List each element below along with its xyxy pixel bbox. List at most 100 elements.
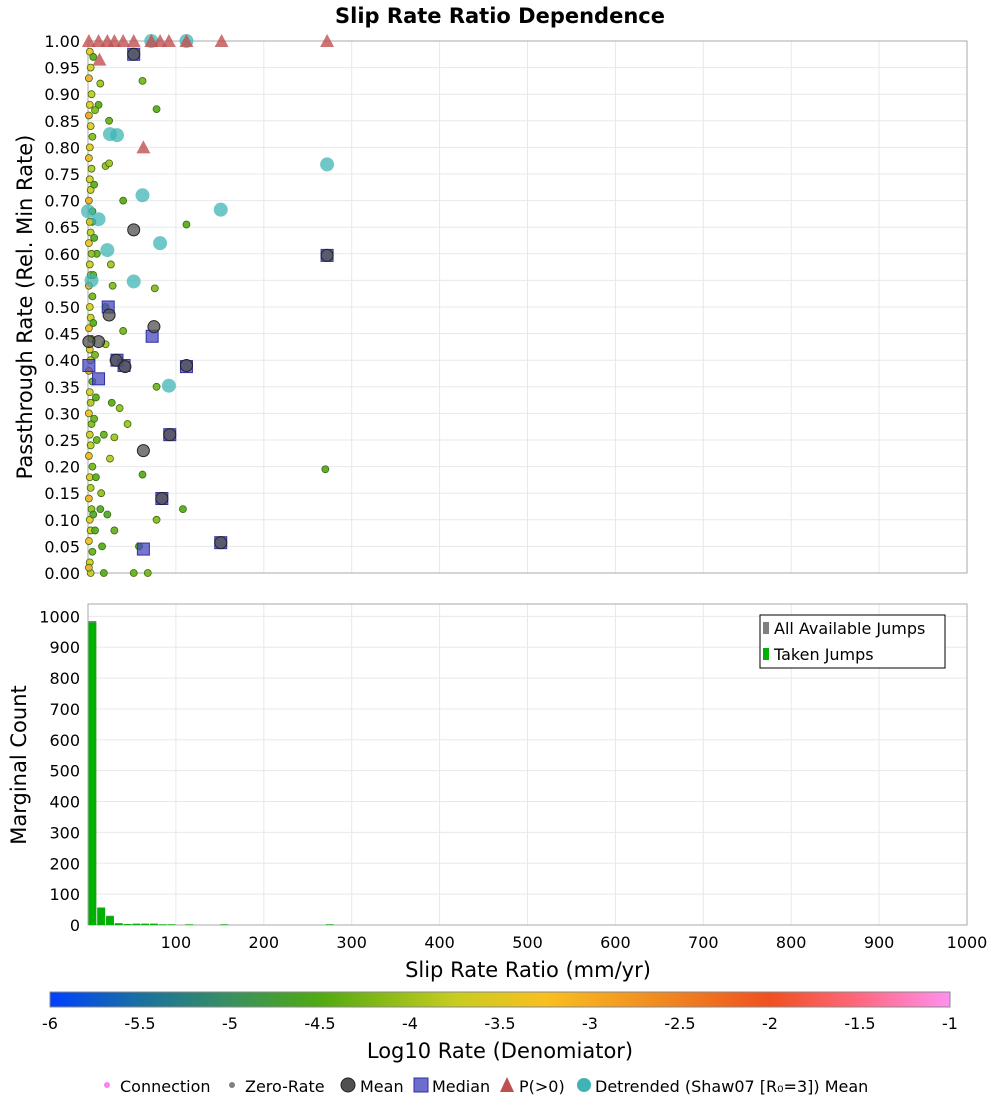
- y-tick-label: 0.35: [44, 378, 80, 397]
- series-legend: Connection Zero-Rate Mean Median P(>0) Detren…: [104, 1077, 868, 1096]
- legend-label: Detrended (Shaw07 [R₀=3]) Mean: [595, 1077, 868, 1096]
- legend-label-taken: Taken Jumps: [773, 645, 874, 664]
- legend-label: Mean: [360, 1077, 404, 1096]
- p-gt-0-marker: [107, 34, 122, 47]
- mean-marker: [147, 320, 161, 334]
- p-gt-0-marker: [161, 34, 176, 47]
- mean-marker: [136, 444, 150, 458]
- p-gt-0-marker: [320, 34, 335, 47]
- histogram-y-ticks: 0 100 200 300 400 500 600 700 800 900 1000: [39, 607, 80, 935]
- detrended-mean-marker: [84, 273, 99, 288]
- data-point: [90, 233, 99, 242]
- data-point: [89, 319, 98, 327]
- legend-label-all: All Available Jumps: [774, 619, 925, 638]
- data-point: [150, 284, 159, 293]
- data-point: [90, 414, 99, 423]
- bar-taken: [150, 923, 158, 925]
- y-tick-label: 0.80: [44, 138, 80, 157]
- colorbar-tick-label: -1: [942, 1014, 958, 1033]
- data-point: [85, 388, 94, 397]
- data-point: [152, 382, 161, 391]
- y-tick-label: 0.40: [44, 351, 80, 370]
- data-point: [88, 132, 97, 141]
- data-point: [88, 292, 97, 301]
- mean-marker: [214, 536, 228, 550]
- data-point: [105, 116, 113, 125]
- data-point: [85, 260, 94, 269]
- data-point: [87, 249, 96, 258]
- data-point: [97, 489, 106, 498]
- colorbar-label: Log10 Rate (Denomiator): [367, 1039, 633, 1063]
- y-tick-label: 0.45: [44, 325, 80, 344]
- scatter-grid: [88, 40, 967, 574]
- data-point: [92, 393, 100, 402]
- detrended-mean-marker: [81, 204, 95, 219]
- data-point: [105, 159, 113, 168]
- y-tick-label: 0.55: [44, 271, 80, 290]
- data-point: [86, 186, 95, 194]
- data-point: [119, 196, 128, 205]
- histogram-bars: [88, 620, 334, 925]
- y-tick-label: 200: [49, 854, 80, 873]
- colorbar: [49, 991, 951, 1008]
- colorbar-tick-label: -4: [402, 1014, 418, 1033]
- y-tick-label: 0.15: [44, 484, 80, 503]
- y-tick-label: 100: [49, 885, 80, 904]
- colorbar-tick-label: -2: [762, 1014, 778, 1033]
- colorbar-tick-label: -1.5: [844, 1014, 875, 1033]
- data-point: [99, 569, 108, 577]
- data-point: [85, 303, 94, 311]
- data-point: [119, 327, 128, 335]
- colorbar-tick-label: -5: [222, 1014, 238, 1033]
- scatter-y-ticks: 0.00 0.05 0.10 0.15 0.20 0.25 0.30 0.35 0.40 0.45…: [44, 32, 80, 583]
- data-point: [84, 196, 93, 205]
- mean-marker: [179, 359, 193, 373]
- colorbar-tick-label: -3.5: [484, 1014, 515, 1033]
- data-point: [85, 143, 94, 152]
- data-point: [87, 164, 96, 173]
- data-point: [129, 569, 138, 577]
- data-point: [85, 515, 94, 524]
- y-tick-label: 1000: [39, 607, 80, 626]
- median-marker: [82, 359, 96, 373]
- data-point: [88, 547, 97, 556]
- x-tick-label: 900: [864, 933, 895, 952]
- x-tick-label: 500: [512, 933, 543, 952]
- bar-taken: [106, 916, 114, 925]
- data-point: [96, 505, 105, 514]
- x-tick-label: 300: [336, 933, 367, 952]
- data-point: [91, 106, 99, 115]
- data-point: [98, 542, 106, 551]
- data-point: [321, 465, 330, 474]
- data-point: [86, 398, 95, 407]
- bar-taken: [114, 923, 123, 925]
- mean-marker: [109, 353, 123, 367]
- y-tick-label: 300: [49, 823, 80, 842]
- p-gt-0-marker: [144, 34, 159, 47]
- y-tick-label: 0.95: [44, 59, 80, 78]
- bar-taken: [88, 622, 97, 925]
- detrended-mean-marker: [153, 236, 168, 251]
- data-point: [84, 111, 93, 120]
- detrended-mean-marker: [100, 243, 115, 258]
- colorbar-ticks: -6 -5.5 -5 -4.5 -4 -3.5 -3 -2.5 -2 -1.5 -1: [42, 1014, 958, 1033]
- colorbar-tick-label: -2.5: [664, 1014, 695, 1033]
- y-tick-label: 0: [70, 916, 80, 935]
- mean-marker: [127, 223, 141, 237]
- histogram-y-label: Marginal Count: [7, 685, 31, 844]
- zero-rate-icon: [229, 1082, 235, 1088]
- histogram-legend: All Available Jumps Taken Jumps: [759, 614, 946, 669]
- data-point: [152, 515, 161, 524]
- y-tick-label: 0.70: [44, 192, 80, 211]
- mean-marker: [163, 428, 177, 442]
- y-tick-label: 600: [49, 731, 80, 750]
- data-point: [84, 239, 93, 248]
- mean-marker: [155, 492, 169, 506]
- colorbar-tick-label: -4.5: [304, 1014, 335, 1033]
- detrended-mean-marker: [110, 128, 125, 143]
- y-tick-label: 700: [49, 700, 80, 719]
- connection-icon: [104, 1082, 110, 1088]
- data-point: [86, 483, 95, 492]
- histogram-x-ticks: 100 200 300 400 500 600 700 800 900 1000: [161, 933, 988, 952]
- data-point: [91, 350, 99, 359]
